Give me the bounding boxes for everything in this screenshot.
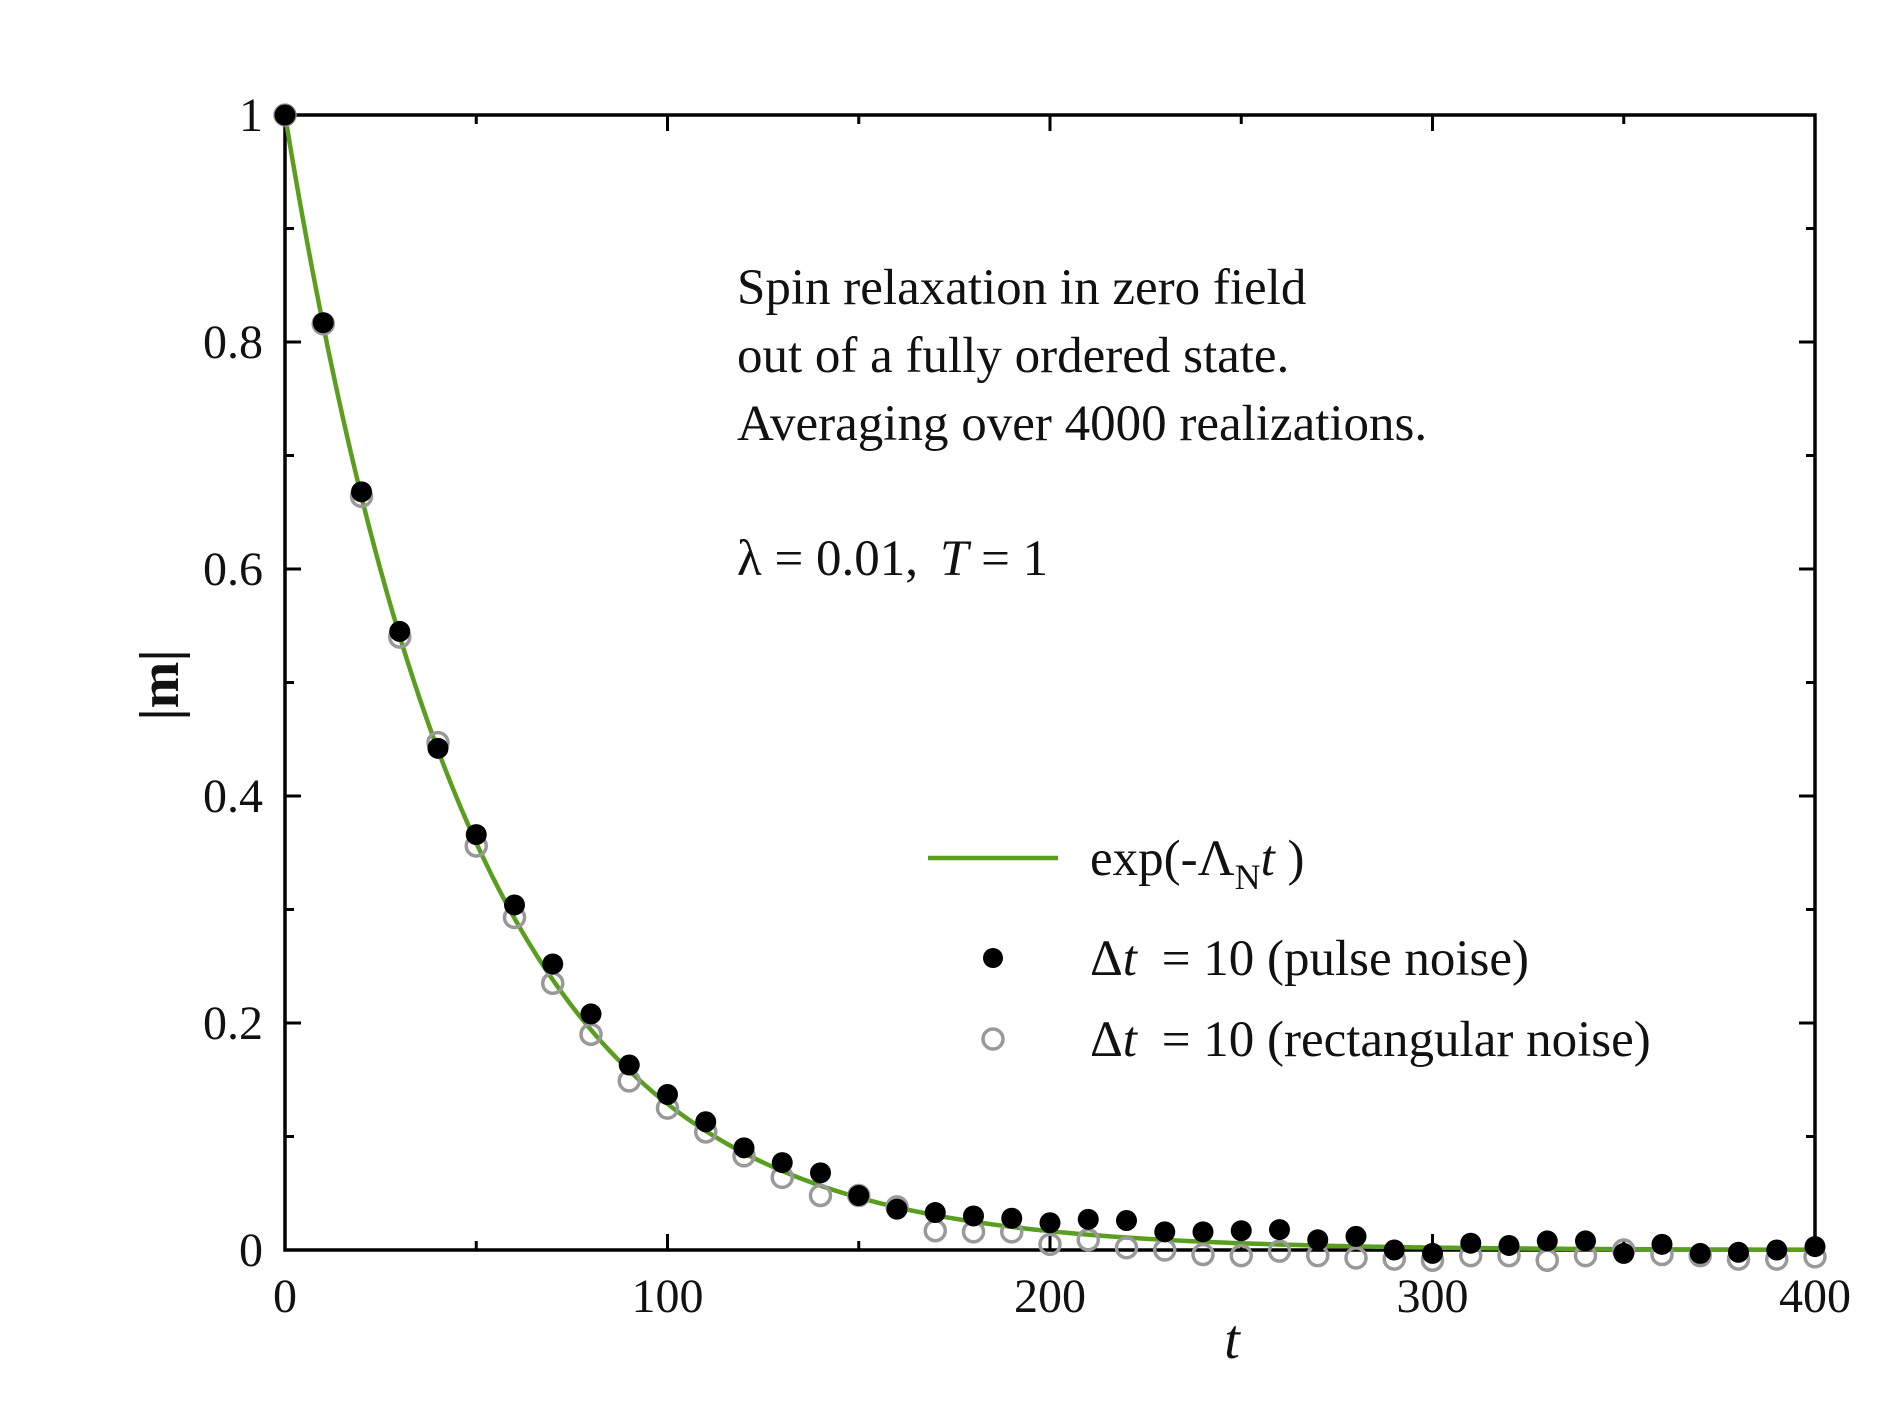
x-axis-label: t	[1224, 1309, 1241, 1371]
x-tick-label: 300	[1397, 1270, 1469, 1323]
pulse-noise-point	[1116, 1209, 1137, 1231]
rectangular-noise-point	[808, 1183, 833, 1208]
y-tick-label: 0.4	[203, 770, 263, 823]
pulse-noise-point	[771, 1152, 793, 1174]
pulse-noise-point	[1307, 1229, 1329, 1251]
pulse-noise-point	[427, 737, 449, 759]
x-tick-label: 100	[632, 1270, 704, 1323]
pulse-noise-point	[504, 894, 525, 916]
y-tick-label: 0.2	[203, 997, 263, 1050]
pulse-noise-point	[733, 1137, 755, 1159]
pulse-noise-point	[1689, 1242, 1711, 1264]
annotation-parameters: λ = 0.01, T = 1	[737, 531, 1048, 587]
pulse-noise-point	[924, 1202, 946, 1224]
pulse-noise-point	[542, 953, 564, 975]
pulse-noise-point	[657, 1084, 678, 1106]
y-tick-label: 0.8	[203, 316, 263, 369]
pulse-noise-point	[810, 1162, 831, 1184]
pulse-noise-point	[1651, 1233, 1673, 1255]
pulse-noise-point	[312, 312, 334, 334]
rectangular-noise-point	[1229, 1243, 1253, 1268]
y-tick-label: 1	[239, 89, 263, 142]
pulse-noise-point	[1804, 1236, 1826, 1258]
pulse-noise-point	[1154, 1221, 1176, 1243]
rectangular-noise-point	[1114, 1235, 1139, 1260]
x-tick-label: 400	[1779, 1270, 1851, 1323]
annotation-line-2: out of a fully ordered state.	[737, 328, 1289, 384]
series-rectangular-noise	[273, 103, 1827, 1272]
pulse-noise-point	[1192, 1221, 1214, 1243]
pulse-noise-point	[465, 824, 487, 846]
pulse-noise-point	[1422, 1242, 1443, 1264]
rectangular-noise-point	[1267, 1239, 1292, 1263]
y-tick-label: 0	[239, 1224, 263, 1277]
pulse-noise-point	[1728, 1241, 1749, 1263]
legend-marker-pulse	[983, 948, 1003, 968]
legend-label-pulse: Δt = 10 (pulse noise)	[1090, 931, 1529, 987]
pulse-noise-point	[351, 481, 372, 503]
legend-label-rectangular: Δt = 10 (rectangular noise)	[1090, 1012, 1651, 1068]
pulse-noise-point	[695, 1111, 717, 1133]
legend: exp(-ΛNt ) Δt = 10 (pulse noise) Δt = 10…	[928, 831, 1651, 1068]
y-axis-label: |m|	[129, 649, 191, 720]
rectangular-noise-point	[923, 1218, 947, 1243]
pulse-noise-point	[1230, 1220, 1252, 1242]
pulse-noise-point	[1345, 1225, 1367, 1247]
x-tick-label: 0	[273, 1270, 297, 1323]
pulse-noise-point	[1575, 1230, 1596, 1252]
rectangular-noise-point	[1344, 1246, 1368, 1270]
pulse-noise-point	[1039, 1212, 1061, 1234]
rectangular-noise-point	[1191, 1242, 1215, 1267]
pulse-noise-point	[389, 620, 411, 642]
pulse-noise-point	[1001, 1207, 1023, 1229]
pulse-noise-point	[1766, 1239, 1788, 1261]
rectangular-noise-point	[1535, 1248, 1559, 1272]
legend-label-fit: exp(-ΛNt )	[1090, 831, 1305, 897]
pulse-noise-point	[1498, 1234, 1520, 1256]
y-tick-label: 0.6	[203, 543, 263, 596]
pulse-noise-point	[1077, 1208, 1099, 1230]
pulse-noise-point	[618, 1054, 640, 1076]
axis-ticks	[283, 113, 1817, 1252]
annotation-line-1: Spin relaxation in zero field	[737, 260, 1306, 316]
pulse-noise-point	[274, 104, 296, 126]
pulse-noise-point	[1613, 1242, 1635, 1264]
annotation-line-3: Averaging over 4000 realizations.	[737, 396, 1427, 452]
series-pulse-noise	[274, 104, 1826, 1264]
pulse-noise-point	[1536, 1230, 1558, 1252]
pulse-noise-point	[1383, 1239, 1405, 1261]
pulse-noise-point	[1269, 1219, 1290, 1241]
pulse-noise-point	[886, 1198, 908, 1220]
y-tick-labels: 0 0.2 0.4 0.6 0.8 1	[203, 89, 263, 1277]
pulse-noise-point	[580, 1003, 602, 1025]
pulse-noise-point	[848, 1185, 870, 1207]
pulse-noise-point	[1460, 1232, 1482, 1254]
x-tick-labels: 0 100 200 300 400	[273, 1270, 1851, 1323]
pulse-noise-point	[963, 1205, 984, 1227]
x-tick-label: 200	[1014, 1270, 1086, 1323]
legend-marker-rectangular	[981, 1027, 1005, 1051]
rectangular-noise-point	[1038, 1232, 1062, 1257]
